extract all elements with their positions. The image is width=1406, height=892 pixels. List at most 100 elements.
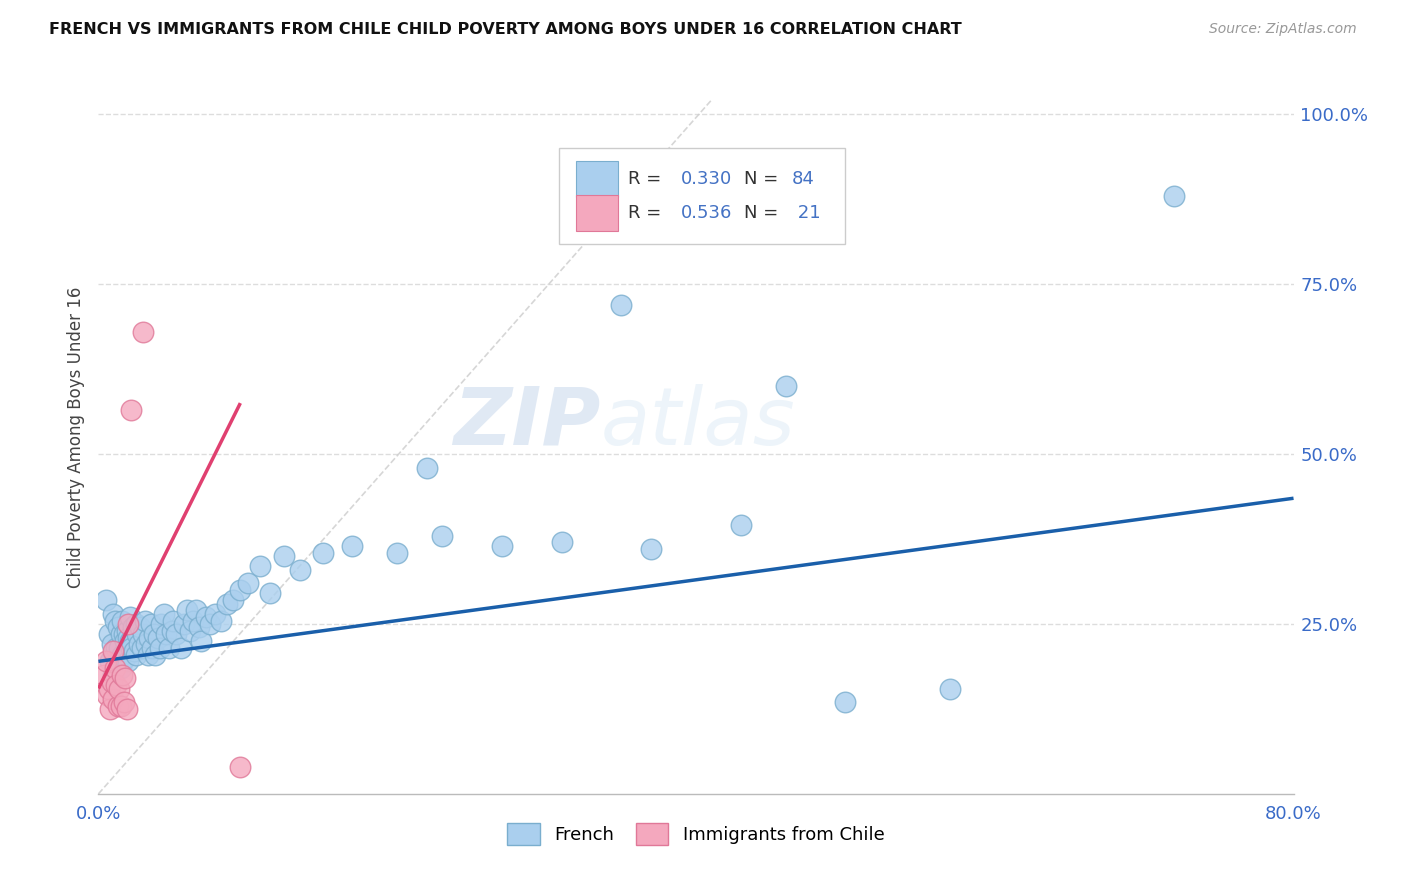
- FancyBboxPatch shape: [558, 148, 845, 244]
- Point: [222, 593, 245, 607]
- Point: [179, 624, 201, 638]
- Point: [138, 631, 160, 645]
- Point: [118, 610, 141, 624]
- Point: [127, 627, 149, 641]
- Point: [155, 627, 177, 641]
- Point: [200, 617, 222, 632]
- Point: [1163, 189, 1185, 203]
- Text: ZIP: ZIP: [453, 384, 600, 462]
- Point: [229, 582, 252, 597]
- Point: [184, 603, 207, 617]
- Point: [491, 539, 513, 553]
- Point: [112, 695, 135, 709]
- Point: [215, 597, 238, 611]
- Point: [135, 637, 157, 651]
- Point: [111, 614, 134, 628]
- Point: [104, 614, 127, 628]
- Point: [136, 648, 159, 662]
- Point: [141, 640, 163, 655]
- Point: [110, 661, 132, 675]
- Legend: French, Immigrants from Chile: French, Immigrants from Chile: [501, 816, 891, 853]
- Point: [93, 668, 115, 682]
- Point: [148, 631, 170, 645]
- Text: N =: N =: [744, 204, 783, 222]
- Text: R =: R =: [628, 169, 666, 187]
- Point: [114, 651, 136, 665]
- Point: [125, 617, 148, 632]
- Point: [834, 695, 856, 709]
- Point: [101, 674, 124, 689]
- FancyBboxPatch shape: [576, 161, 619, 196]
- Point: [97, 681, 120, 696]
- Point: [112, 627, 135, 641]
- Point: [94, 593, 117, 607]
- Point: [385, 546, 409, 560]
- Point: [157, 640, 180, 655]
- Text: Source: ZipAtlas.com: Source: ZipAtlas.com: [1209, 22, 1357, 37]
- Point: [108, 681, 131, 696]
- Point: [139, 617, 162, 632]
- Point: [107, 698, 129, 713]
- Point: [114, 671, 136, 685]
- Point: [104, 661, 127, 675]
- Point: [416, 460, 439, 475]
- Point: [229, 760, 252, 774]
- Point: [120, 403, 142, 417]
- Point: [105, 640, 128, 655]
- Point: [132, 627, 155, 641]
- Point: [107, 654, 129, 668]
- Point: [153, 607, 176, 621]
- Point: [96, 689, 118, 703]
- Point: [149, 640, 172, 655]
- Point: [118, 634, 141, 648]
- Point: [115, 624, 138, 638]
- Point: [114, 634, 136, 648]
- Point: [98, 702, 122, 716]
- Point: [181, 614, 204, 628]
- Point: [142, 627, 165, 641]
- Point: [111, 648, 134, 662]
- Point: [98, 654, 122, 668]
- Point: [125, 648, 148, 662]
- Text: atlas: atlas: [600, 384, 796, 462]
- Point: [730, 518, 752, 533]
- Point: [124, 644, 146, 658]
- Point: [160, 624, 183, 638]
- Point: [128, 637, 150, 651]
- Point: [775, 379, 797, 393]
- Point: [121, 620, 143, 634]
- Point: [249, 559, 271, 574]
- Point: [169, 640, 191, 655]
- Point: [115, 702, 138, 716]
- Text: 84: 84: [792, 169, 814, 187]
- Point: [94, 654, 117, 668]
- Point: [176, 603, 198, 617]
- Point: [610, 297, 633, 311]
- Point: [190, 634, 212, 648]
- Point: [288, 563, 311, 577]
- Text: 0.536: 0.536: [681, 204, 731, 222]
- Point: [273, 549, 295, 563]
- Y-axis label: Child Poverty Among Boys Under 16: Child Poverty Among Boys Under 16: [66, 286, 84, 588]
- Point: [209, 614, 232, 628]
- Point: [132, 325, 155, 339]
- Point: [103, 691, 125, 706]
- Point: [97, 627, 120, 641]
- Point: [143, 648, 166, 662]
- Point: [103, 644, 125, 658]
- Point: [129, 620, 152, 634]
- Point: [430, 528, 453, 542]
- Point: [204, 607, 226, 621]
- Point: [117, 617, 139, 632]
- Point: [120, 640, 142, 655]
- Point: [342, 539, 364, 553]
- FancyBboxPatch shape: [576, 195, 619, 231]
- Point: [111, 668, 134, 682]
- Point: [173, 617, 195, 632]
- Point: [117, 654, 139, 668]
- Point: [236, 576, 259, 591]
- Text: 0.330: 0.330: [681, 169, 731, 187]
- Point: [939, 681, 962, 696]
- Point: [108, 640, 131, 655]
- Text: R =: R =: [628, 204, 666, 222]
